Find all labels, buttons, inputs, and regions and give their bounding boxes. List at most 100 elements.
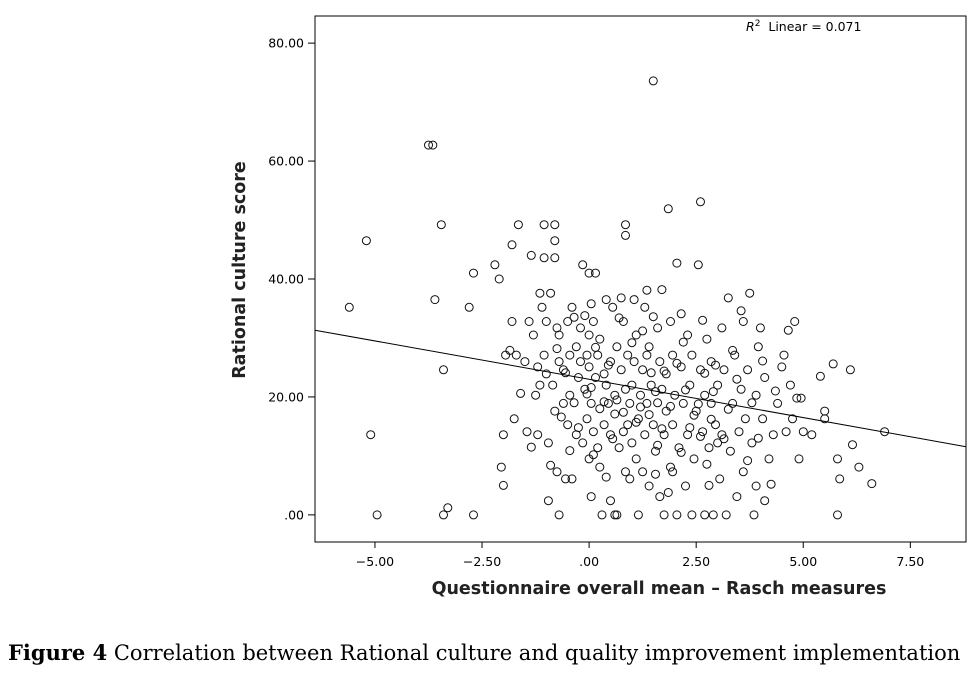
data-point	[595, 404, 605, 414]
data-point	[833, 454, 842, 464]
data-point	[424, 140, 433, 150]
data-point	[498, 430, 508, 440]
data-point	[642, 350, 652, 360]
y-tick-label: 60.00	[268, 154, 304, 169]
data-point	[732, 374, 742, 384]
data-point	[366, 430, 376, 440]
data-point	[704, 443, 714, 453]
y-tick-label: .00	[284, 507, 304, 522]
data-point	[436, 220, 446, 230]
data-point	[668, 420, 678, 430]
data-point	[621, 230, 630, 240]
data-point	[867, 479, 877, 489]
data-point	[678, 337, 688, 347]
data-point	[845, 365, 855, 375]
data-point	[736, 384, 746, 394]
data-point	[573, 373, 583, 382]
data-point	[713, 380, 723, 390]
data-point	[601, 295, 611, 305]
data-point	[533, 430, 543, 440]
data-point	[576, 357, 585, 367]
data-point	[751, 390, 761, 400]
data-point	[770, 386, 780, 396]
data-point	[655, 492, 665, 502]
data-point	[565, 350, 575, 360]
data-point	[725, 446, 735, 456]
data-point	[608, 302, 618, 312]
data-point	[760, 373, 770, 382]
data-point	[773, 398, 783, 408]
data-point	[728, 345, 738, 355]
data-point	[663, 488, 673, 497]
data-point	[715, 474, 725, 484]
data-point	[582, 389, 592, 399]
data-point	[676, 447, 686, 457]
data-point	[561, 368, 570, 378]
data-point	[655, 357, 665, 367]
data-point	[569, 312, 579, 322]
y-tick-label: 20.00	[268, 389, 304, 404]
data-point	[717, 323, 727, 333]
data-point	[783, 325, 793, 335]
data-point	[588, 427, 598, 437]
data-point	[666, 317, 675, 326]
data-point	[833, 510, 842, 520]
data-point	[618, 407, 628, 417]
data-point	[730, 350, 740, 360]
data-point	[599, 420, 609, 430]
data-point	[554, 357, 564, 367]
data-point	[758, 414, 768, 424]
data-point	[728, 398, 738, 408]
data-point	[584, 330, 594, 340]
data-point	[509, 414, 519, 424]
data-point	[550, 406, 560, 416]
data-point	[640, 302, 650, 312]
r2-superscript: 2	[755, 19, 761, 29]
figure-caption: Figure 4 Correlation between Rational cu…	[8, 640, 968, 665]
data-point	[700, 368, 710, 378]
data-point	[636, 390, 645, 400]
data-point	[706, 398, 716, 408]
data-point	[603, 360, 613, 370]
data-point	[642, 285, 652, 295]
data-point	[344, 302, 354, 312]
data-point	[848, 440, 857, 450]
data-point	[535, 380, 545, 390]
data-point	[689, 410, 699, 420]
data-point	[633, 510, 643, 520]
data-point	[644, 481, 654, 491]
data-point	[666, 462, 675, 472]
data-point	[702, 334, 712, 344]
data-point	[693, 399, 703, 409]
data-point	[807, 430, 817, 440]
x-tick-label: −2.50	[463, 554, 501, 569]
data-point	[700, 510, 710, 520]
data-point	[614, 313, 624, 323]
data-point	[541, 369, 551, 379]
data-point	[565, 390, 575, 400]
data-point	[565, 446, 575, 456]
data-point	[535, 288, 545, 298]
r2-symbol: R	[746, 19, 755, 34]
data-point	[430, 295, 440, 305]
data-point	[627, 380, 637, 390]
plot-frame	[314, 15, 967, 543]
data-point	[539, 253, 549, 263]
x-tick-label: −5.00	[356, 554, 394, 569]
data-point	[689, 454, 699, 464]
data-point	[588, 317, 598, 326]
data-point	[569, 398, 579, 408]
data-point	[550, 236, 560, 246]
data-point	[578, 438, 588, 448]
data-point	[743, 365, 753, 375]
data-point	[685, 423, 695, 433]
data-point	[428, 140, 438, 150]
data-point	[753, 433, 763, 443]
data-point	[595, 462, 605, 472]
data-point	[659, 366, 669, 376]
data-point	[648, 76, 658, 86]
fit-line	[314, 329, 967, 448]
data-point	[586, 492, 596, 502]
data-point	[711, 360, 720, 370]
r2-value: Linear = 0.071	[760, 19, 861, 34]
